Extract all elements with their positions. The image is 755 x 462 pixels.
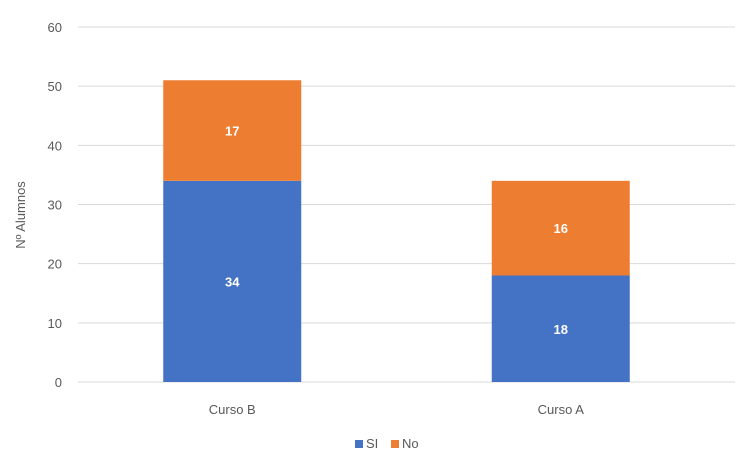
bar-si-curso-a [491,275,630,382]
data-label: 34 [225,274,240,289]
legend: SI No [355,436,419,451]
data-labels: 34 17 18 16 [225,124,568,337]
bar-no-curso-b [163,80,302,181]
data-label: 18 [554,322,568,337]
data-label: 16 [554,221,568,236]
y-tick-label: 30 [48,198,62,213]
y-tick-label: 10 [48,316,62,331]
bar-no-curso-a [491,180,630,276]
y-axis-title: Nº Alumnos [13,181,28,249]
x-category-label: Curso A [538,402,585,417]
bar-si-curso-b [163,180,302,382]
y-tick-label: 0 [55,375,62,390]
legend-label-no: No [402,436,419,451]
legend-label-si: SI [366,436,378,451]
legend-swatch-si [355,440,363,448]
data-label: 17 [225,124,239,139]
y-tick-label: 20 [48,257,62,272]
y-tick-label: 40 [48,138,62,153]
y-tick-label: 50 [48,79,62,94]
bars [163,80,630,382]
y-axis-tick-labels: 0 10 20 30 40 50 60 [48,20,62,390]
y-tick-label: 60 [48,20,62,35]
legend-swatch-no [391,440,399,448]
x-category-label: Curso B [209,402,256,417]
x-axis-category-labels: Curso B Curso A [209,402,584,417]
